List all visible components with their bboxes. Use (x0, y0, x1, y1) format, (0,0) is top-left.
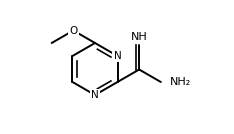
Text: O: O (69, 25, 77, 36)
Text: N: N (91, 90, 99, 100)
Text: NH: NH (131, 33, 148, 42)
Text: N: N (114, 51, 121, 61)
Text: NH₂: NH₂ (170, 77, 191, 87)
